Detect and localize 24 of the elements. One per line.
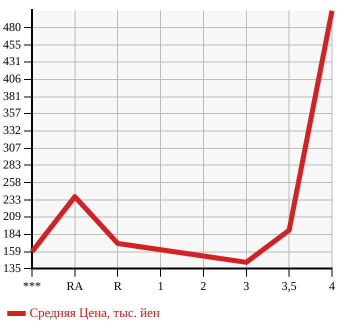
- x-tick-label: 4: [329, 278, 335, 293]
- y-tick-label: 209: [3, 209, 21, 224]
- y-tick-label: 135: [3, 260, 21, 275]
- y-tick-label: 455: [3, 37, 21, 52]
- y-tick-label: 357: [3, 106, 21, 120]
- x-tick-label: RA: [66, 278, 84, 293]
- y-tick-label: 233: [3, 192, 21, 206]
- y-tick-label: 431: [3, 54, 21, 68]
- y-tick-label: 258: [3, 174, 21, 189]
- x-tick-label: ***: [23, 278, 41, 293]
- y-tick-label: 381: [3, 88, 21, 103]
- x-tick-label: R: [114, 278, 122, 293]
- y-tick-label: 480: [3, 20, 21, 34]
- y-tick-label: 184: [3, 226, 21, 241]
- y-tick-label: 307: [3, 140, 21, 155]
- x-tick-label: 3,5: [282, 278, 297, 293]
- x-tick-label: 1: [158, 278, 164, 293]
- y-tick-label: 283: [3, 157, 21, 172]
- x-tick-label: 3: [243, 278, 250, 293]
- y-tick-label: 159: [3, 244, 21, 258]
- y-tick-label: 406: [3, 71, 21, 86]
- legend-label: Средняя Цена, тыс. йен: [30, 304, 160, 320]
- y-tick-label: 332: [3, 123, 21, 138]
- x-tick-label: 2: [200, 278, 206, 293]
